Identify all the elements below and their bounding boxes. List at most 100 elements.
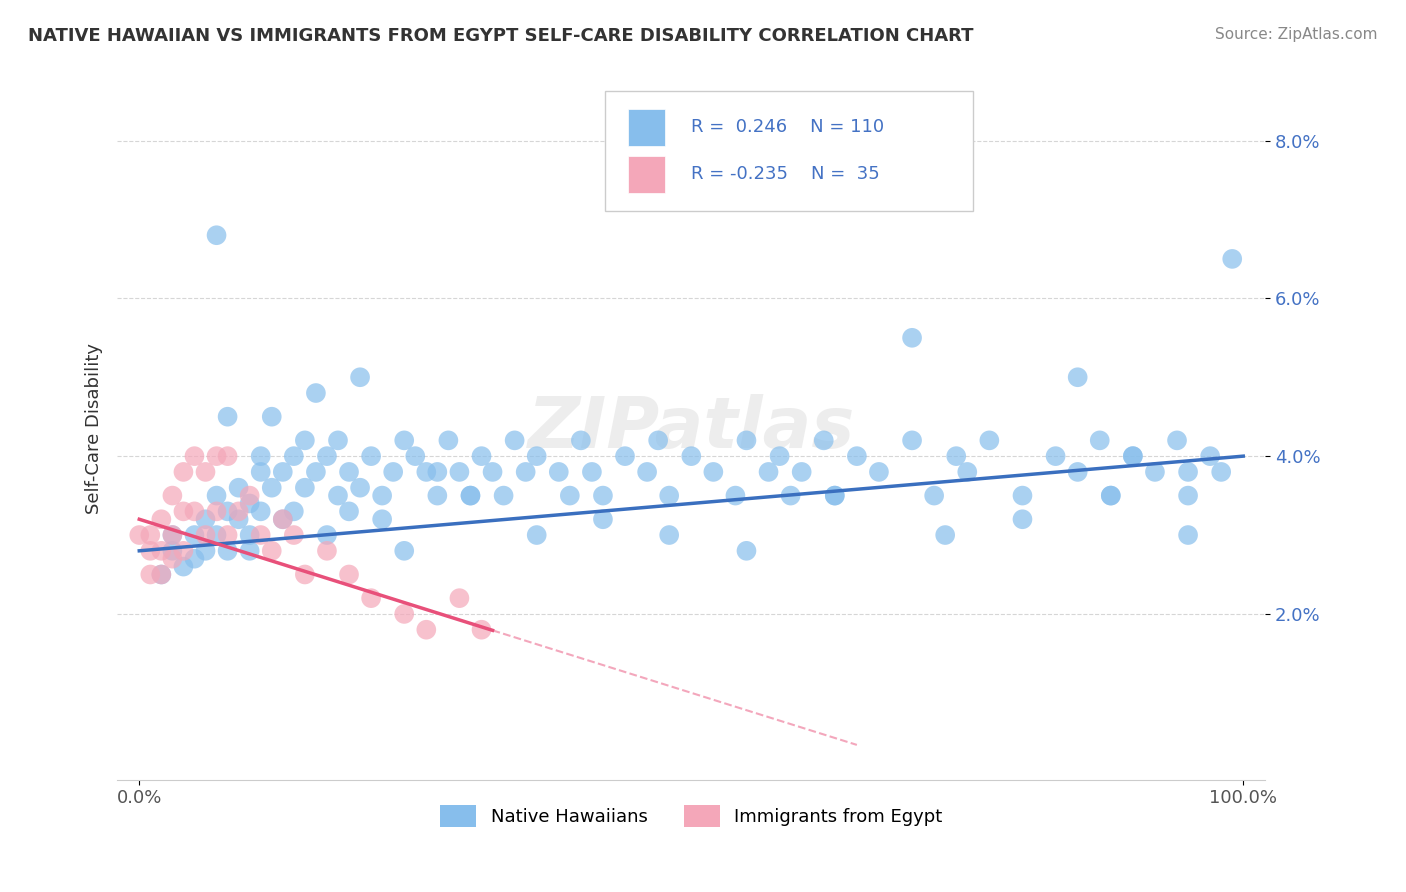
Point [1122,449,1144,463]
Point [260,544,283,558]
Point [349,370,371,384]
Point [735,544,758,558]
Point [260,481,283,495]
Point [183,528,205,542]
Point [1177,489,1199,503]
FancyBboxPatch shape [605,92,973,211]
Point [294,434,316,448]
Point [1211,465,1233,479]
Point [934,528,956,542]
Point [415,465,437,479]
Point [239,489,262,503]
Point [945,449,967,463]
Point [139,544,162,558]
Point [183,551,205,566]
Point [294,567,316,582]
Point [779,489,801,503]
Point [217,409,239,424]
Point [813,434,835,448]
Point [337,504,360,518]
Point [647,434,669,448]
Point [470,623,492,637]
Point [404,449,426,463]
Point [326,434,349,448]
Point [183,504,205,518]
Point [326,489,349,503]
Point [1011,512,1033,526]
Point [360,591,382,606]
Point [581,465,603,479]
Point [1143,465,1166,479]
Point [1166,434,1188,448]
Point [845,449,868,463]
Point [526,449,548,463]
Point [249,504,271,518]
Point [283,528,305,542]
Point [162,489,184,503]
Point [394,607,416,621]
FancyBboxPatch shape [628,109,665,146]
Point [790,465,813,479]
Point [558,489,581,503]
Point [824,489,846,503]
Legend: Native Hawaiians, Immigrants from Egypt: Native Hawaiians, Immigrants from Egypt [433,797,949,834]
Point [371,512,394,526]
Point [205,504,228,518]
Point [305,386,328,401]
Point [449,465,471,479]
Point [239,544,262,558]
Point [1220,252,1243,266]
Point [294,481,316,495]
Point [194,465,217,479]
Point [316,528,339,542]
Point [249,528,271,542]
Point [956,465,979,479]
Y-axis label: Self-Care Disability: Self-Care Disability [86,343,103,514]
Point [337,567,360,582]
Point [1066,370,1088,384]
Point [658,489,681,503]
Point [205,489,228,503]
Point [922,489,945,503]
FancyBboxPatch shape [628,156,665,194]
Point [868,465,890,479]
Point [283,449,305,463]
Point [128,528,150,542]
Point [217,504,239,518]
Point [194,544,217,558]
Point [824,489,846,503]
Point [1199,449,1222,463]
Point [205,528,228,542]
Point [569,434,592,448]
Point [394,544,416,558]
Point [901,434,924,448]
Point [217,544,239,558]
Point [228,512,250,526]
Point [492,489,515,503]
Point [460,489,482,503]
Point [1122,449,1144,463]
Point [1045,449,1067,463]
Point [394,434,416,448]
Point [547,465,569,479]
Point [901,331,924,345]
Point [1099,489,1122,503]
Point [1088,434,1111,448]
Point [1099,489,1122,503]
Point [636,465,658,479]
Point [470,449,492,463]
Point [592,512,614,526]
Point [228,481,250,495]
Point [172,465,194,479]
Point [337,465,360,479]
Point [162,528,184,542]
Point [681,449,703,463]
Point [1011,489,1033,503]
Point [183,449,205,463]
Point [515,465,537,479]
Point [217,528,239,542]
Point [150,544,173,558]
Point [162,528,184,542]
Point [426,489,449,503]
Point [382,465,405,479]
